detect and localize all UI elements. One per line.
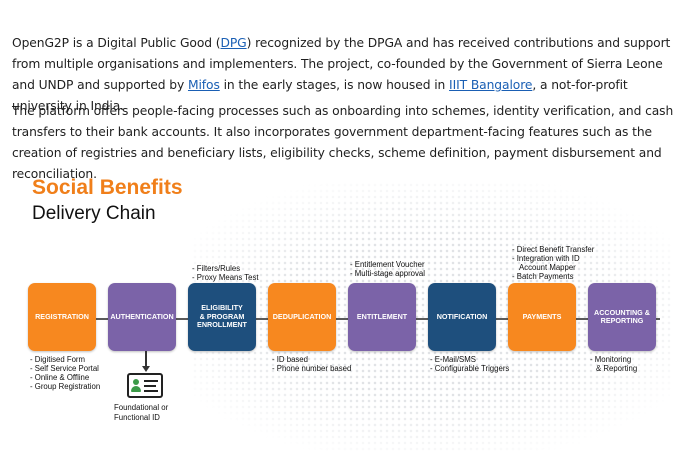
- stage-authentication: AUTHENTICATION: [108, 283, 176, 351]
- stage-payments: PAYMENTS: [508, 283, 576, 351]
- figure-title: Social Benefits: [32, 176, 183, 199]
- figure-subtitle: Delivery Chain: [32, 203, 156, 224]
- intro-text-4: , a not-for-profit university in India.: [12, 78, 628, 113]
- stage-accounting: ACCOUNTING & REPORTING: [588, 283, 656, 351]
- eligibility-notes: Filters/Rules Proxy Means Test: [192, 264, 259, 282]
- note-item: & Reporting: [596, 364, 638, 373]
- intro-paragraph: OpenG2P is a Digital Public Good (DPG) r…: [12, 33, 680, 117]
- note-item: Filters/Rules: [192, 264, 259, 273]
- dpg-link[interactable]: DPG: [220, 36, 247, 50]
- note-item: Configurable Triggers: [430, 364, 510, 373]
- note-item: E-Mail/SMS: [430, 355, 509, 364]
- note-item: Digitised Form: [30, 355, 100, 364]
- stage-entitlement: ENTITLEMENT: [348, 283, 416, 351]
- intro-text-3: in the early stages, is now housed in: [219, 78, 450, 92]
- arrow-down-icon: [142, 366, 150, 372]
- note-item: Account Mapper: [519, 263, 576, 272]
- payments-notes: Direct Benefit Transfer Integration with…: [512, 245, 595, 281]
- stage-eligibility: ELIGIBILITY & PROGRAM ENROLLMENT: [188, 283, 256, 351]
- iiit-bangalore-link[interactable]: IIIT Bangalore: [449, 78, 533, 92]
- deduplication-notes: ID based Phone number based: [272, 355, 352, 373]
- delivery-chain-figure: Social Benefits Delivery Chain REGISTRAT…: [12, 170, 680, 460]
- authentication-arrow: [145, 351, 147, 367]
- note-item: Batch Payments: [512, 272, 594, 281]
- entitlement-notes: Entitlement Voucher Multi-stage approval: [350, 260, 425, 278]
- note-item: Multi-stage approval: [350, 269, 425, 278]
- chain-connector-line: [30, 318, 660, 320]
- notification-notes: E-Mail/SMS Configurable Triggers: [430, 355, 510, 373]
- note-item: Self Service Portal: [30, 364, 100, 373]
- note-item: ID based: [272, 355, 351, 364]
- note-item: Direct Benefit Transfer: [512, 245, 595, 254]
- note-item: Phone number based: [272, 364, 352, 373]
- note-item: Group Registration: [30, 382, 100, 391]
- registration-notes: Digitised Form Self Service Portal Onlin…: [30, 355, 100, 391]
- note-item: Entitlement Voucher: [350, 260, 425, 269]
- note-item: Monitoring: [590, 355, 637, 364]
- intro-text-1: OpenG2P is a Digital Public Good (: [12, 36, 221, 50]
- note-item: Online & Offline: [30, 373, 100, 382]
- stage-registration: REGISTRATION: [28, 283, 96, 351]
- accounting-notes: Monitoring & Reporting: [590, 355, 637, 373]
- id-card-icon: [127, 373, 163, 398]
- stage-notification: NOTIFICATION: [428, 283, 496, 351]
- id-caption: Foundational or Functional ID: [114, 403, 169, 422]
- mifos-link[interactable]: Mifos: [187, 78, 220, 92]
- stage-deduplication: DEDUPLICATION: [268, 283, 336, 351]
- note-item: Integration with ID: [512, 254, 594, 263]
- intro-text-2: ) recognized by the DPGA and has receive…: [12, 36, 671, 92]
- platform-paragraph: The platform offers people-facing proces…: [12, 104, 674, 181]
- note-item: Proxy Means Test: [192, 273, 259, 282]
